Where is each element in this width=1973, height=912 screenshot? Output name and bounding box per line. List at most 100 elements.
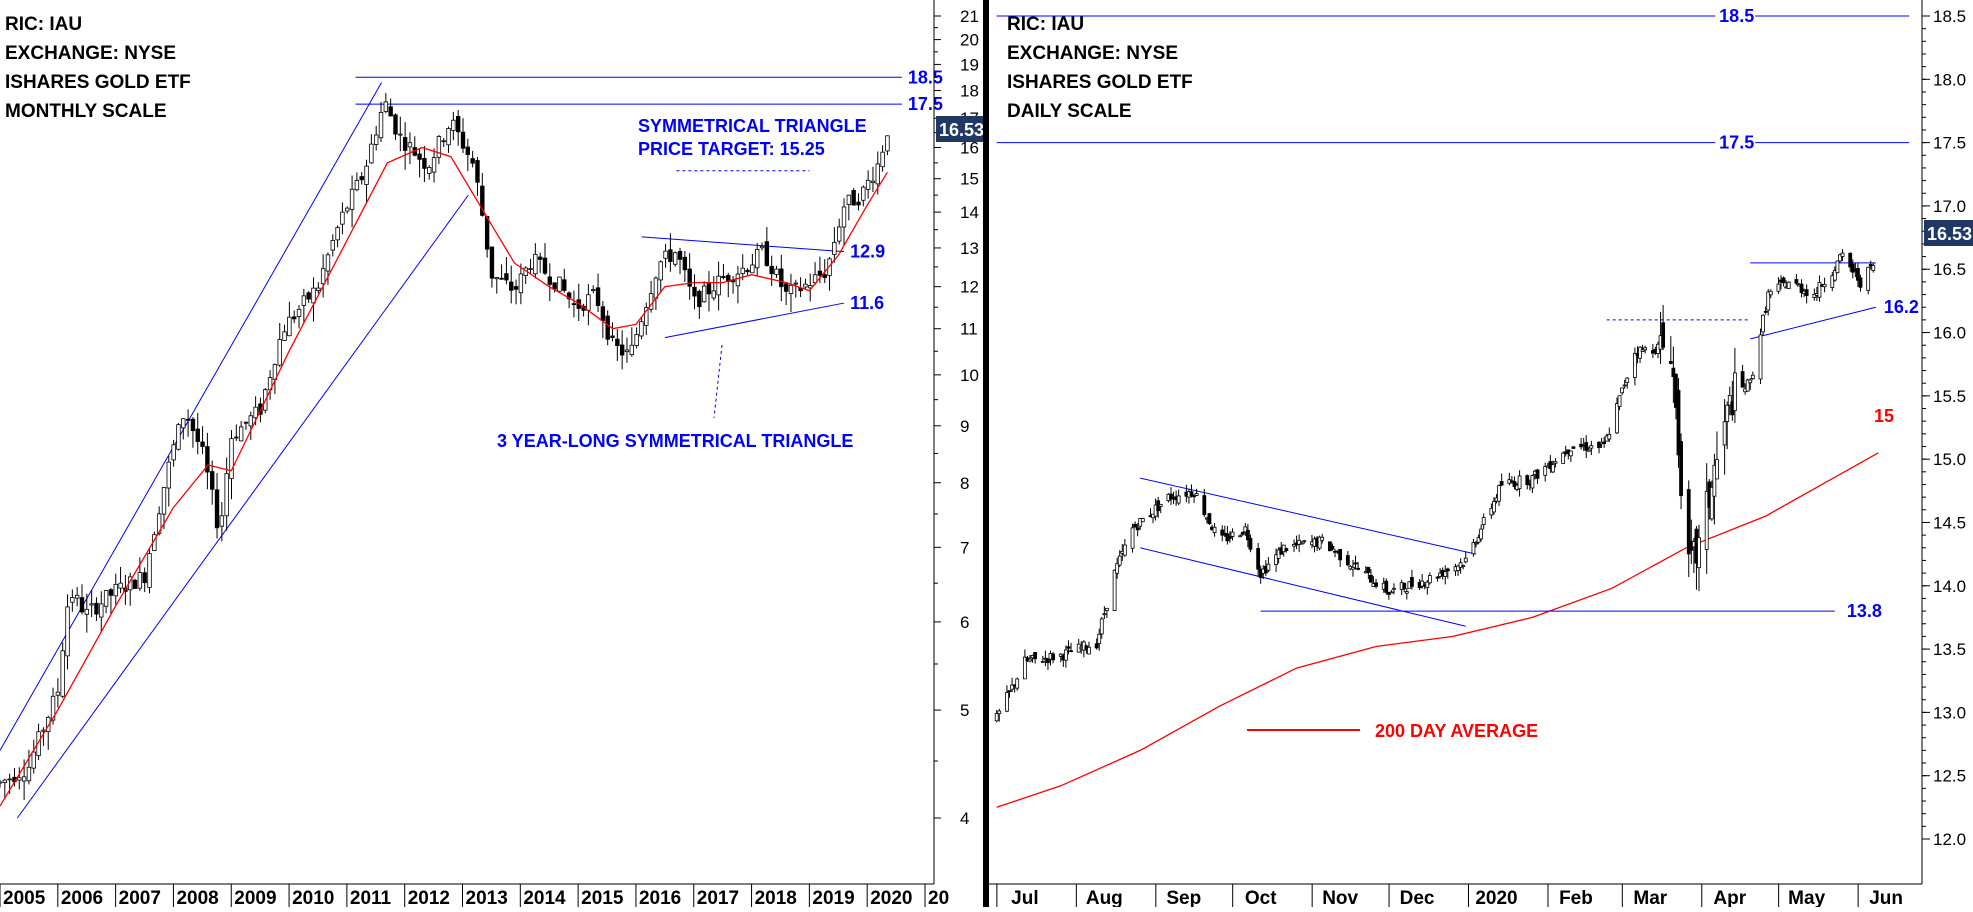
- monthly-candle-body: [759, 245, 765, 249]
- daily-candle-body: [1776, 283, 1781, 292]
- monthly-candle-body: [455, 115, 461, 133]
- monthly-x-tick-label: 2016: [639, 888, 681, 907]
- monthly-candle-body: [861, 186, 866, 201]
- monthly-candle-body: [629, 344, 635, 356]
- daily-candle-body: [1586, 449, 1591, 452]
- daily-candle-body: [1284, 548, 1289, 551]
- monthly-candle-body: [393, 114, 398, 135]
- daily-candle-body: [1750, 374, 1755, 380]
- monthly-candle-body: [137, 572, 143, 589]
- monthly-candle-body: [480, 185, 485, 216]
- monthly-candle-body: [383, 101, 389, 112]
- monthly-level-label: 12.9: [850, 242, 885, 262]
- daily-candle-body: [1871, 264, 1876, 271]
- monthly-candle-body: [610, 335, 615, 338]
- daily-candle-body: [1320, 536, 1325, 541]
- daily-candle-body: [1633, 352, 1637, 378]
- monthly-candle-body: [282, 331, 287, 341]
- daily-candle-body: [1105, 607, 1109, 611]
- monthly-candle-body: [99, 603, 104, 618]
- daily-candle-body: [1553, 461, 1558, 464]
- monthly-candle-body: [248, 415, 253, 427]
- monthly-candle-body: [528, 268, 533, 270]
- monthly-y-tick-label: 5: [960, 701, 969, 720]
- daily-candle-body: [1850, 263, 1855, 273]
- monthly-candle-body: [822, 274, 827, 278]
- monthly-candle-body: [533, 254, 538, 275]
- monthly-candle-body: [740, 267, 745, 274]
- monthly-candle-body: [234, 436, 239, 439]
- daily-level-label: 17.5: [1719, 133, 1754, 153]
- monthly-candle-body: [465, 146, 471, 156]
- daily-candle-body: [1384, 580, 1389, 593]
- daily-y-tick-label: 16.0: [1933, 324, 1966, 343]
- right-price-badge-text: 16.53: [1927, 224, 1972, 244]
- daily-candle-body: [1745, 379, 1750, 392]
- monthly-x-tick-label: 2007: [119, 888, 161, 907]
- daily-candle-body: [1671, 367, 1676, 378]
- monthly-y-tick-label: 20: [960, 31, 979, 50]
- daily-trendlines: [996, 7, 1910, 627]
- daily-level-label: 18.5: [1719, 6, 1754, 26]
- daily-chart-panel: RIC: IAU EXCHANGE: NYSE ISHARES GOLD ETF…: [989, 0, 1973, 909]
- monthly-candle-body: [552, 282, 557, 290]
- daily-x-tick-label: 2020: [1475, 888, 1517, 907]
- daily-candle-body: [1535, 469, 1540, 479]
- monthly-candle-body: [880, 151, 885, 168]
- monthly-candle-body: [827, 258, 832, 276]
- daily-candle-body: [1243, 526, 1248, 533]
- monthly-candle-body: [504, 273, 509, 281]
- monthly-candle-body: [0, 781, 3, 784]
- monthly-candle-body: [335, 227, 340, 241]
- daily-candle-body: [1351, 566, 1355, 570]
- daily-candle-body: [1758, 334, 1763, 380]
- daily-candle-body: [1220, 529, 1225, 536]
- monthly-candle-body: [668, 249, 673, 263]
- monthly-candle-body: [682, 256, 688, 271]
- daily-level-label: 16.2: [1884, 297, 1919, 317]
- monthly-candle-body: [817, 270, 823, 276]
- monthly-candle-body: [219, 515, 225, 527]
- monthly-chart-panel: RIC: IAU EXCHANGE: NYSE ISHARES GOLD ETF…: [0, 0, 986, 909]
- monthly-x-tick-label: 2017: [697, 888, 739, 907]
- daily-candle-body: [1102, 613, 1107, 616]
- daily-candle-body: [1410, 577, 1414, 587]
- monthly-candle-body: [316, 287, 321, 291]
- monthly-candle-body: [349, 188, 355, 210]
- daily-candle-body: [1240, 531, 1245, 535]
- monthly-y-tick-label: 12: [960, 278, 979, 297]
- daily-candle-body: [1640, 349, 1645, 352]
- daily-candle-body: [1297, 539, 1302, 545]
- daily-candle-body: [1786, 281, 1791, 289]
- daily-candle-body: [1461, 565, 1466, 567]
- daily-trendline: [1750, 306, 1876, 340]
- daily-candle-body: [1456, 565, 1460, 571]
- daily-candle-body: [1607, 433, 1612, 440]
- ma-value-label: 15: [1874, 406, 1894, 426]
- monthly-candle-body: [793, 282, 798, 285]
- daily-candle-body: [1097, 633, 1102, 644]
- monthly-candle-body: [663, 250, 668, 259]
- monthly-y-tick-label: 15: [960, 170, 979, 189]
- monthly-candle-body: [103, 590, 109, 607]
- monthly-candle-body: [470, 158, 475, 164]
- daily-y-tick-label: 17.0: [1933, 197, 1966, 216]
- monthly-candle-body: [364, 165, 369, 185]
- monthly-candle-body: [46, 716, 51, 733]
- monthly-candle-body: [55, 691, 61, 696]
- daily-candle-body: [1709, 486, 1714, 520]
- daily-candle-body: [1838, 254, 1842, 262]
- left-header-line-2: EXCHANGE: NYSE: [5, 43, 176, 64]
- monthly-candle-body: [301, 295, 307, 306]
- daily-x-tick-label: May: [1788, 888, 1825, 907]
- monthly-candle-body: [402, 137, 408, 151]
- monthly-candle-body: [296, 308, 302, 317]
- daily-candle-body: [1010, 684, 1014, 690]
- daily-candle-body: [1458, 562, 1463, 568]
- monthly-x-tick-label: 20: [928, 888, 949, 907]
- monthly-candle-body: [320, 268, 326, 285]
- monthly-candle-body: [205, 446, 210, 473]
- daily-candle-body: [1543, 466, 1548, 476]
- right-price-badge: [1924, 220, 1973, 246]
